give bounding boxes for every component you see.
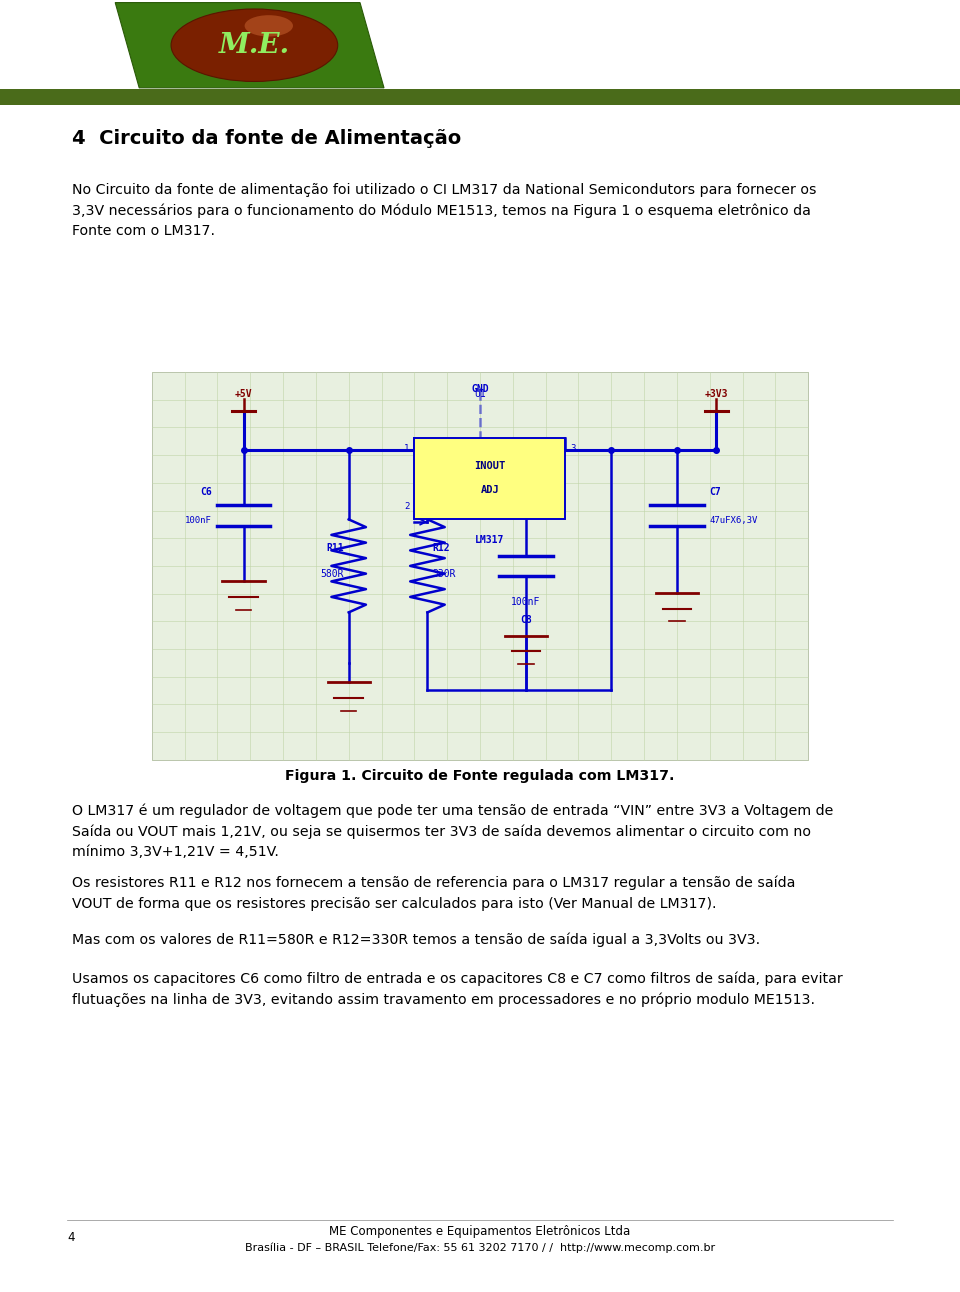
Text: ME Componentes e Equipamentos Eletrônicos Ltda: ME Componentes e Equipamentos Eletrônico… — [329, 1225, 631, 1238]
Text: 4: 4 — [67, 1231, 75, 1244]
Bar — [415, 438, 565, 519]
Text: LM317: LM317 — [475, 535, 505, 545]
Text: 2: 2 — [404, 503, 410, 510]
Bar — [152, 372, 808, 760]
Ellipse shape — [245, 16, 293, 36]
Text: C6: C6 — [201, 487, 212, 497]
Text: U1: U1 — [474, 389, 486, 399]
Text: ADJ: ADJ — [480, 486, 499, 495]
Text: 100nF: 100nF — [512, 597, 540, 607]
Bar — [0, 88, 960, 105]
Text: C8: C8 — [520, 615, 532, 625]
Text: 1: 1 — [404, 444, 410, 452]
Text: 100nF: 100nF — [185, 517, 212, 525]
Text: +5V: +5V — [235, 389, 252, 399]
Text: INOUT: INOUT — [474, 461, 506, 470]
Text: 4  Circuito da fonte de Alimentação: 4 Circuito da fonte de Alimentação — [72, 129, 461, 149]
Polygon shape — [115, 3, 384, 88]
Text: 3: 3 — [570, 444, 576, 452]
Text: No Circuito da fonte de alimentação foi utilizado o CI LM317 da National Semicon: No Circuito da fonte de alimentação foi … — [72, 183, 817, 238]
Text: M.E.: M.E. — [219, 32, 290, 58]
Text: Figura 1. Circuito de Fonte regulada com LM317.: Figura 1. Circuito de Fonte regulada com… — [285, 769, 675, 783]
Text: GND: GND — [471, 384, 489, 394]
Text: 580R: 580R — [321, 568, 344, 579]
Text: O LM317 é um regulador de voltagem que pode ter uma tensão de entrada “VIN” entr: O LM317 é um regulador de voltagem que p… — [72, 804, 833, 859]
Text: +3V3: +3V3 — [705, 389, 728, 399]
Text: R12: R12 — [432, 543, 450, 553]
Text: C7: C7 — [709, 487, 721, 497]
Text: R11: R11 — [326, 543, 344, 553]
Text: Usamos os capacitores C6 como filtro de entrada e os capacitores C8 e C7 como fi: Usamos os capacitores C6 como filtro de … — [72, 972, 843, 1006]
Text: 47uFX6,3V: 47uFX6,3V — [709, 517, 758, 525]
Text: Brasília - DF – BRASIL Telefone/Fax: 55 61 3202 7170 / /  http://www.mecomp.com.: Brasília - DF – BRASIL Telefone/Fax: 55 … — [245, 1243, 715, 1253]
Text: Mas com os valores de R11=580R e R12=330R temos a tensão de saída igual a 3,3Vol: Mas com os valores de R11=580R e R12=330… — [72, 933, 760, 947]
Text: Os resistores R11 e R12 nos fornecem a tensão de referencia para o LM317 regular: Os resistores R11 e R12 nos fornecem a t… — [72, 876, 796, 911]
Ellipse shape — [171, 9, 338, 81]
Text: 330R: 330R — [432, 568, 456, 579]
